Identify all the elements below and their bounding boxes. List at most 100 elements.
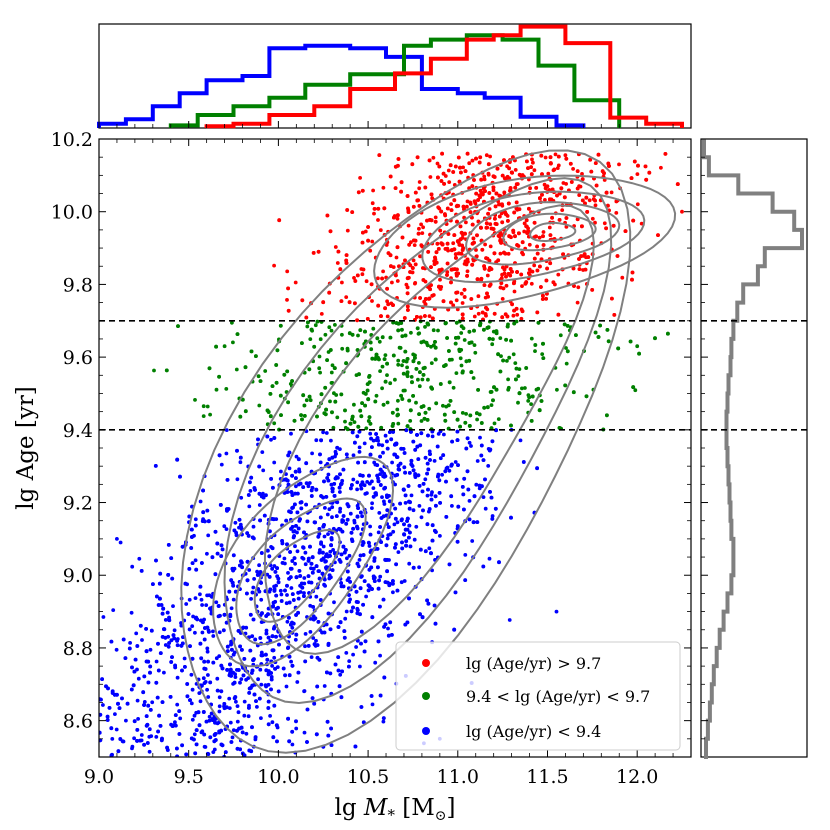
density-contour — [253, 528, 341, 623]
scatter-point — [436, 175, 440, 180]
scatter-point — [484, 305, 488, 310]
scatter-point — [368, 248, 373, 253]
scatter-point — [423, 477, 428, 482]
scatter-point — [302, 576, 307, 580]
scatter-point — [483, 189, 487, 194]
scatter-point — [245, 531, 250, 535]
scatter-point — [274, 723, 279, 728]
scatter-point — [520, 240, 525, 245]
scatter-point — [451, 385, 456, 390]
scatter-point — [224, 387, 229, 391]
scatter-point — [459, 363, 464, 368]
scatter-point — [308, 337, 313, 341]
scatter-point — [381, 450, 385, 455]
scatter-point — [602, 221, 607, 226]
scatter-point — [583, 201, 587, 206]
scatter-point — [475, 233, 479, 238]
scatter-point — [529, 336, 534, 341]
scatter-point — [385, 400, 390, 405]
scatter-point — [270, 664, 274, 668]
scatter-point — [202, 637, 207, 642]
scatter-point — [392, 215, 396, 220]
scatter-point — [482, 177, 487, 182]
scatter-point — [305, 519, 310, 524]
scatter-point — [418, 612, 422, 617]
scatter-point — [447, 380, 452, 385]
scatter-point — [253, 735, 258, 740]
scatter-point — [297, 569, 302, 573]
scatter-point — [205, 687, 210, 692]
scatter-point — [478, 155, 483, 160]
scatter-point — [292, 534, 296, 538]
scatter-point — [320, 571, 325, 576]
scatter-point — [190, 656, 195, 661]
scatter-point — [571, 266, 576, 271]
scatter-point — [383, 433, 388, 438]
scatter-point — [307, 481, 312, 485]
scatter-point — [393, 186, 398, 191]
scatter-point — [198, 699, 203, 704]
scatter-point — [202, 666, 207, 671]
scatter-point — [440, 151, 444, 156]
scatter-point — [401, 388, 406, 393]
scatter-point — [415, 433, 419, 437]
scatter-point — [479, 225, 483, 230]
scatter-point — [224, 705, 229, 710]
scatter-point — [382, 499, 386, 504]
scatter-point — [546, 171, 551, 176]
scatter-point — [462, 338, 467, 342]
scatter-point — [177, 709, 182, 713]
density-contour — [223, 177, 613, 705]
scatter-point — [391, 581, 395, 586]
scatter-point — [631, 218, 636, 223]
scatter-point — [288, 575, 293, 579]
scatter-point — [571, 390, 576, 395]
scatter-point — [330, 515, 334, 520]
scatter-point — [343, 419, 347, 424]
scatter-point — [431, 328, 436, 333]
scatter-point — [430, 293, 435, 298]
scatter-point — [279, 469, 283, 474]
scatter-point — [644, 177, 649, 182]
scatter-point — [349, 609, 354, 614]
scatter-point — [331, 526, 336, 531]
scatter-point — [235, 746, 240, 751]
scatter-point — [252, 692, 257, 697]
scatter-point — [444, 321, 448, 325]
scatter-point — [388, 381, 393, 386]
scatter-point — [396, 157, 401, 161]
histogram-step — [168, 33, 622, 128]
scatter-point — [414, 367, 419, 371]
scatter-point — [316, 620, 321, 624]
scatter-point — [192, 732, 197, 737]
scatter-point — [407, 499, 411, 504]
scatter-point — [393, 473, 398, 478]
scatter-point — [680, 209, 684, 214]
scatter-point — [585, 210, 590, 214]
scatter-point — [342, 629, 347, 633]
scatter-point — [312, 344, 317, 349]
scatter-point — [520, 386, 524, 391]
scatter-point — [596, 152, 601, 157]
scatter-point — [177, 732, 182, 736]
scatter-point — [588, 157, 593, 162]
scatter-point — [154, 558, 158, 563]
scatter-point — [368, 421, 373, 426]
scatter-point — [488, 490, 492, 494]
scatter-point — [478, 188, 483, 193]
scatter-point — [270, 566, 275, 571]
scatter-point — [246, 534, 251, 538]
scatter-point — [217, 654, 222, 658]
scatter-point — [656, 233, 660, 238]
scatter-point — [361, 540, 365, 544]
scatter-point — [497, 560, 501, 565]
scatter-point — [447, 180, 452, 185]
scatter-point — [434, 401, 439, 406]
scatter-point — [225, 649, 230, 653]
scatter-point — [539, 285, 543, 289]
scatter-point — [306, 644, 311, 648]
scatter-point — [563, 383, 568, 388]
scatter-point — [533, 343, 538, 347]
scatter-point — [460, 312, 465, 317]
scatter-point — [290, 625, 295, 630]
